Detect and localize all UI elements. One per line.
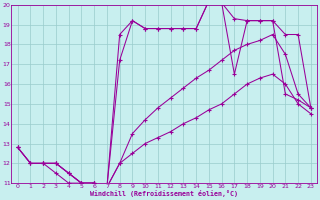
X-axis label: Windchill (Refroidissement éolien,°C): Windchill (Refroidissement éolien,°C) xyxy=(90,190,238,197)
